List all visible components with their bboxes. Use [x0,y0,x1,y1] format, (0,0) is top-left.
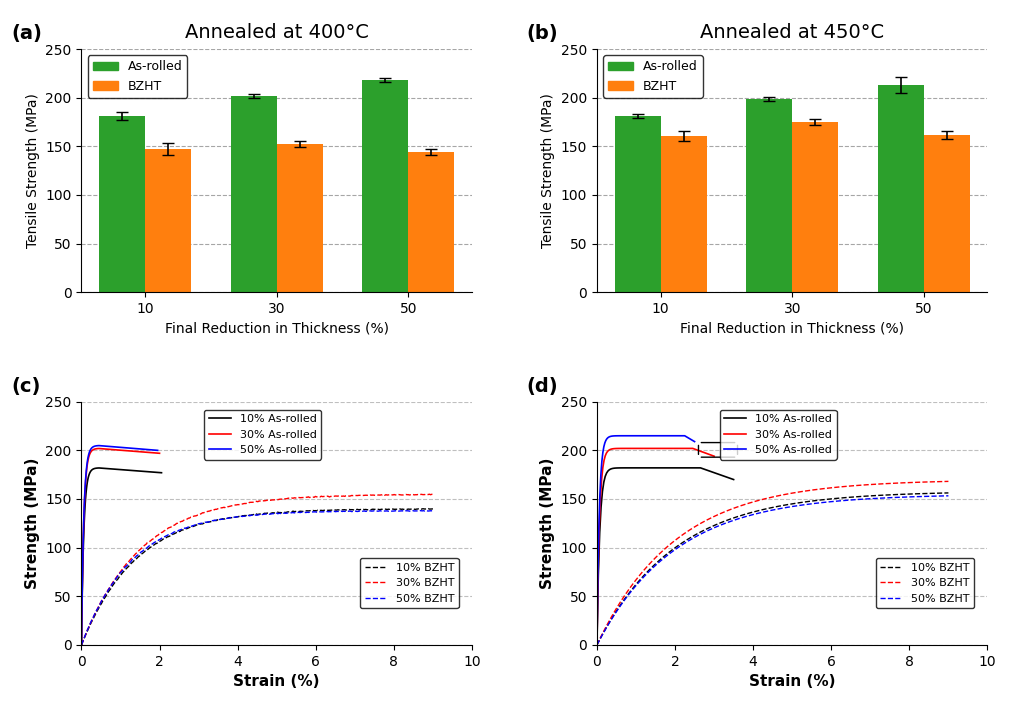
Bar [923,135,970,292]
Legend: As-rolled, BZHT: As-rolled, BZHT [88,55,187,97]
Bar [362,80,408,292]
X-axis label: Strain (%): Strain (%) [749,674,836,689]
Y-axis label: Strength (MPa): Strength (MPa) [541,458,555,589]
Legend: 10% BZHT, 30% BZHT, 50% BZHT: 10% BZHT, 30% BZHT, 50% BZHT [875,558,974,608]
Y-axis label: Tensile Strength (MPa): Tensile Strength (MPa) [25,93,40,248]
Legend: 10% BZHT, 30% BZHT, 50% BZHT: 10% BZHT, 30% BZHT, 50% BZHT [360,558,458,608]
Bar [146,149,191,292]
Bar [878,85,923,292]
Text: (b): (b) [526,25,558,43]
Bar [408,152,454,292]
Bar [99,116,146,292]
Legend: As-rolled, BZHT: As-rolled, BZHT [604,55,703,97]
X-axis label: Strain (%): Strain (%) [233,674,320,689]
Bar [277,144,323,292]
Bar [615,116,661,292]
Text: (c): (c) [11,377,41,396]
Title: Annealed at 400°C: Annealed at 400°C [184,23,369,42]
Bar [792,122,838,292]
X-axis label: Final Reduction in Thickness (%): Final Reduction in Thickness (%) [165,322,389,336]
Bar [746,99,792,292]
Bar [231,96,277,292]
Y-axis label: Strength (MPa): Strength (MPa) [24,458,40,589]
Y-axis label: Tensile Strength (MPa): Tensile Strength (MPa) [542,93,555,248]
Title: Annealed at 450°C: Annealed at 450°C [700,23,885,42]
Text: (d): (d) [526,377,558,396]
Bar [661,136,706,292]
X-axis label: Final Reduction in Thickness (%): Final Reduction in Thickness (%) [680,322,904,336]
Text: (a): (a) [11,25,42,43]
